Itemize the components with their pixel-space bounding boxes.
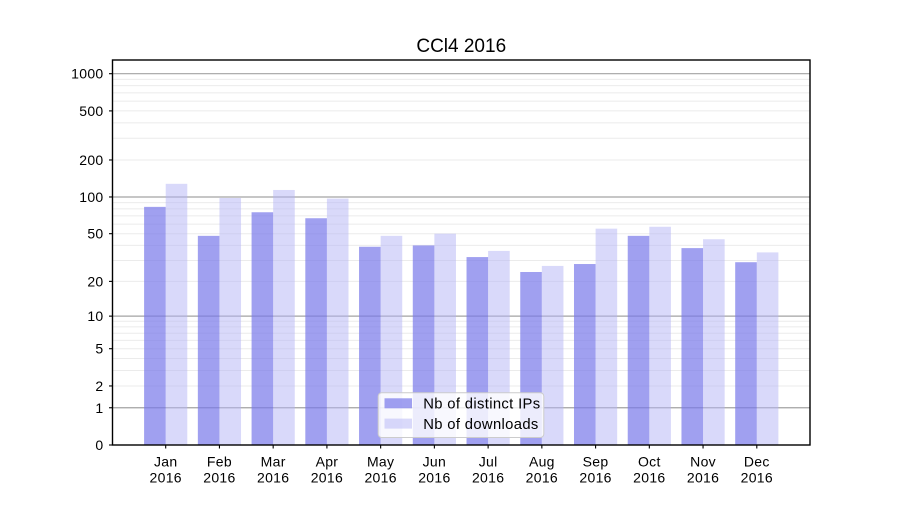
svg-text:Nb of distinct IPs: Nb of distinct IPs [423,396,540,412]
svg-text:Sep: Sep [583,453,609,469]
svg-text:2016: 2016 [150,469,182,485]
svg-text:200: 200 [79,152,103,168]
svg-text:Nov: Nov [690,453,716,469]
svg-text:Mar: Mar [261,453,286,469]
svg-text:2016: 2016 [418,469,450,485]
svg-text:1000: 1000 [71,66,103,82]
svg-text:Dec: Dec [744,453,770,469]
svg-text:May: May [367,453,394,469]
svg-text:Jun: Jun [423,453,446,469]
svg-text:2016: 2016 [364,469,396,485]
svg-text:Feb: Feb [207,453,232,469]
svg-text:2016: 2016 [257,469,289,485]
svg-text:500: 500 [79,103,103,119]
svg-text:2016: 2016 [633,469,665,485]
svg-text:Oct: Oct [638,453,661,469]
svg-text:2016: 2016 [579,469,611,485]
svg-text:2016: 2016 [472,469,504,485]
svg-text:2016: 2016 [311,469,343,485]
svg-text:50: 50 [87,226,103,242]
svg-text:0: 0 [95,437,103,453]
svg-text:Apr: Apr [316,453,339,469]
svg-text:20: 20 [87,273,103,289]
svg-text:2016: 2016 [687,469,719,485]
svg-text:Jul: Jul [479,453,498,469]
svg-text:5: 5 [95,341,103,357]
svg-text:Jan: Jan [154,453,177,469]
svg-text:CCl4 2016: CCl4 2016 [416,36,506,57]
svg-text:2016: 2016 [526,469,558,485]
svg-text:1: 1 [95,400,103,416]
svg-text:2016: 2016 [741,469,773,485]
svg-text:2: 2 [95,378,103,394]
svg-text:2016: 2016 [203,469,235,485]
svg-text:10: 10 [87,308,103,324]
svg-text:Aug: Aug [529,453,555,469]
svg-text:100: 100 [79,189,103,205]
svg-text:Nb of downloads: Nb of downloads [423,417,538,433]
